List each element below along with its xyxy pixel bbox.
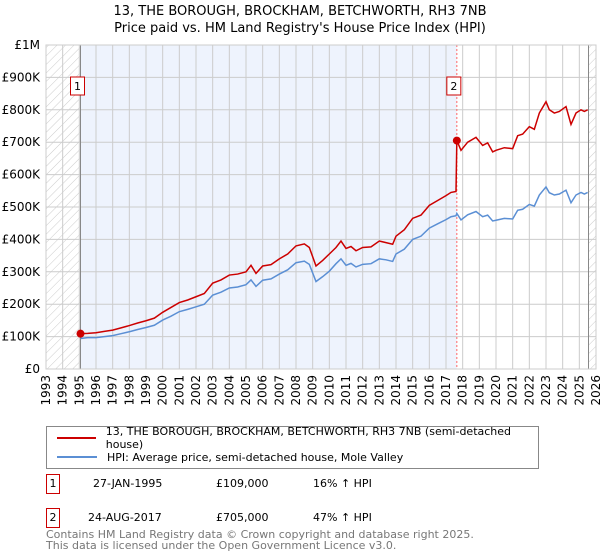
- y-tick-label: £600K: [2, 168, 42, 182]
- sale-marker-1: [76, 329, 85, 338]
- sale-number-badge: 2: [46, 508, 60, 528]
- x-tick-label: 1998: [122, 375, 136, 406]
- x-tick-label: 2025: [572, 375, 586, 406]
- y-tick-label: £700K: [2, 135, 42, 149]
- y-tick-label: £300K: [2, 265, 42, 279]
- x-tick-label: 2001: [172, 375, 186, 406]
- x-tick-label: 2000: [156, 375, 170, 406]
- footer-line: This data is licensed under the Open Gov…: [46, 539, 397, 552]
- legend-label: HPI: Average price, semi-detached house,…: [107, 450, 404, 464]
- sale-marker-2: [452, 136, 461, 145]
- footer-line: Contains HM Land Registry data © Crown c…: [46, 528, 474, 541]
- sale-label-2: 2: [450, 80, 457, 93]
- x-tick-label: 1996: [89, 375, 103, 406]
- price-chart: 1993 1994 1995 1996 1997 1998 1999 2000 2001 2002…: [2, 38, 600, 406]
- legend-swatch-red: [57, 437, 96, 439]
- hpi-series-line: [80, 185, 588, 340]
- y-tick-label: £400K: [2, 232, 42, 246]
- x-tick-label: 2002: [189, 375, 203, 406]
- legend-item-hpi: HPI: Average price, semi-detached house,…: [57, 448, 403, 466]
- property-series-line: [80, 100, 588, 335]
- x-tick-label: 2018: [456, 375, 470, 406]
- y-tick-label: £0: [25, 362, 40, 376]
- y-tick-label: £900K: [2, 70, 42, 84]
- sale-number-badge: 1: [46, 474, 60, 494]
- x-tick-label: 1994: [56, 375, 70, 406]
- x-tick-label: 1999: [139, 375, 153, 406]
- legend-label: 13, THE BOROUGH, BROCKHAM, BETCHWORTH, R…: [105, 425, 512, 451]
- sale-hpi: 16% ↑ HPI: [313, 477, 372, 490]
- x-tick-label: 2013: [372, 375, 386, 406]
- legend-swatch-blue: [57, 456, 97, 458]
- x-tick-label: 2015: [406, 375, 420, 406]
- legend-item-property: 13, THE BOROUGH, BROCKHAM, BETCHWORTH, R…: [57, 425, 538, 451]
- x-tick-label: 1993: [39, 375, 53, 406]
- x-tick-label: 2023: [539, 375, 553, 406]
- sale-label-box-2: [446, 76, 462, 96]
- x-tick-label: 2026: [589, 375, 600, 406]
- x-tick-label: 2014: [389, 375, 403, 406]
- x-tick-label: 2019: [472, 375, 486, 406]
- x-tick-label: 2020: [489, 375, 503, 406]
- x-tick-label: 2022: [522, 375, 536, 406]
- x-tick-label: 2007: [272, 375, 286, 406]
- x-tick-label: 2005: [239, 375, 253, 406]
- x-tick-label: 2021: [506, 375, 520, 406]
- x-tick-label: 2017: [439, 375, 453, 406]
- x-tick-label: 1995: [72, 375, 86, 406]
- x-tick-label: 2012: [356, 375, 370, 406]
- y-tick-label: £1M: [14, 38, 40, 52]
- sale-hpi: 47% ↑ HPI: [313, 511, 372, 524]
- x-tick-label: 2009: [306, 375, 320, 406]
- x-tick-label: 2006: [256, 375, 270, 406]
- sale-price: £705,000: [216, 511, 269, 524]
- x-tick-label: 2016: [422, 375, 436, 406]
- chart-title: 13, THE BOROUGH, BROCKHAM, BETCHWORTH, R…: [0, 3, 600, 37]
- sale-date: 27-JAN-1995: [93, 477, 163, 490]
- plot-border: [45, 44, 597, 370]
- sale-row: 1 27-JAN-1995 £109,000 16% ↑ HPI: [46, 474, 566, 494]
- legend: 13, THE BOROUGH, BROCKHAM, BETCHWORTH, R…: [46, 425, 539, 469]
- subtitle-line: Price paid vs. HM Land Registry's House …: [114, 21, 486, 36]
- sale-price: £109,000: [216, 477, 269, 490]
- sale-label-box-1: [70, 76, 85, 96]
- x-tick-label: 1997: [106, 375, 120, 406]
- y-tick-label: £200K: [2, 297, 42, 311]
- x-tick-label: 2008: [289, 375, 303, 406]
- footer: Contains HM Land Registry data © Crown c…: [46, 529, 474, 551]
- x-tick-label: 2011: [339, 375, 353, 406]
- y-tick-label: £500K: [2, 200, 42, 214]
- sale-row: 2 24-AUG-2017 £705,000 47% ↑ HPI: [46, 508, 566, 528]
- x-tick-label: 2003: [206, 375, 220, 406]
- x-tick-label: 2010: [322, 375, 336, 406]
- sale-date: 24-AUG-2017: [88, 511, 162, 524]
- x-tick-label: 2024: [556, 375, 570, 406]
- sale-label-1: 1: [74, 80, 81, 93]
- y-tick-label: £100K: [2, 330, 42, 344]
- x-tick-label: 2004: [222, 375, 236, 406]
- y-tick-label: £800K: [2, 103, 42, 117]
- title-line: 13, THE BOROUGH, BROCKHAM, BETCHWORTH, R…: [113, 4, 487, 19]
